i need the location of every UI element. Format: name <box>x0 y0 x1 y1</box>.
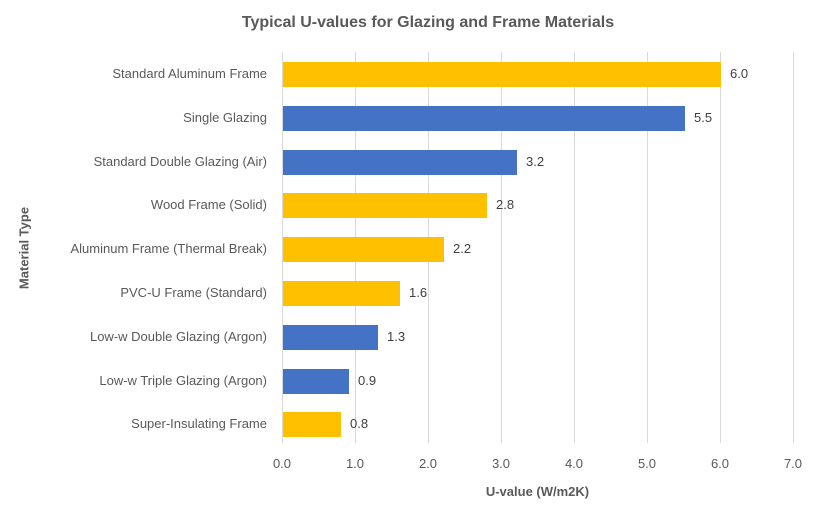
category-label: Standard Aluminum Frame <box>112 66 267 81</box>
data-label: 2.2 <box>453 241 472 257</box>
bar-row: 0.8 <box>282 412 793 438</box>
data-label: 1.6 <box>409 285 428 300</box>
bar-row: 0.9 <box>282 368 793 394</box>
gridline <box>793 52 794 443</box>
category-label: Low-w Triple Glazing (Argon) <box>99 372 267 388</box>
x-tick-label: 4.0 <box>564 456 584 471</box>
bar[interactable] <box>283 149 517 175</box>
category-label: Super-Insulating Frame <box>131 416 267 432</box>
bar-row: 1.6 <box>282 281 793 306</box>
bar[interactable] <box>283 412 341 438</box>
x-tick-label: 6.0 <box>710 456 730 471</box>
bar[interactable] <box>283 368 349 394</box>
x-tick-label: 7.0 <box>783 456 803 471</box>
x-tick-label: 5.0 <box>637 456 657 471</box>
bar-row: 2.2 <box>282 237 793 263</box>
data-label: 1.3 <box>387 328 406 344</box>
plot-area: 6.0 5.5 3.2 2.8 2.2 1.6 1.3 0.9 0.8 <box>282 52 794 443</box>
bar-row: 6.0 <box>282 62 793 87</box>
bar-row: 3.2 <box>282 149 793 175</box>
category-label: Low-w Double Glazing (Argon) <box>89 328 267 344</box>
data-label: 3.2 <box>526 153 545 169</box>
category-label: Single Glazing <box>183 109 267 125</box>
bar-row: 1.3 <box>282 324 793 350</box>
bar[interactable] <box>283 237 444 263</box>
x-axis-label: U-value (W/m2K) <box>485 484 590 499</box>
data-label: 2.8 <box>496 197 515 213</box>
bar[interactable] <box>283 324 378 350</box>
category-label: PVC-U Frame (Standard) <box>120 285 267 300</box>
chart-title: Typical U-values for Glazing and Frame M… <box>241 14 615 31</box>
data-label: 5.5 <box>694 109 713 125</box>
bar-row: 2.8 <box>282 193 793 219</box>
data-label: 6.0 <box>730 66 749 81</box>
y-axis-line <box>282 52 283 443</box>
x-tick-label: 1.0 <box>345 456 365 471</box>
bar[interactable] <box>283 105 685 131</box>
x-tick-label: 0.0 <box>272 456 292 471</box>
bar[interactable] <box>283 193 487 219</box>
gridline <box>501 52 502 443</box>
bar[interactable] <box>283 62 721 87</box>
x-tick-label: 2.0 <box>418 456 438 471</box>
x-tick-label: 3.0 <box>491 456 511 471</box>
category-label: Wood Frame (Solid) <box>150 197 267 213</box>
data-label: 0.8 <box>350 416 369 432</box>
category-label: Standard Double Glazing (Air) <box>93 153 267 169</box>
bar[interactable] <box>283 281 400 306</box>
category-label: Aluminum Frame (Thermal Break) <box>70 241 268 257</box>
gridline <box>720 52 721 443</box>
data-label: 0.9 <box>358 372 377 388</box>
bar-row: 5.5 <box>282 105 793 131</box>
gridline <box>647 52 648 443</box>
gridline <box>574 52 575 443</box>
